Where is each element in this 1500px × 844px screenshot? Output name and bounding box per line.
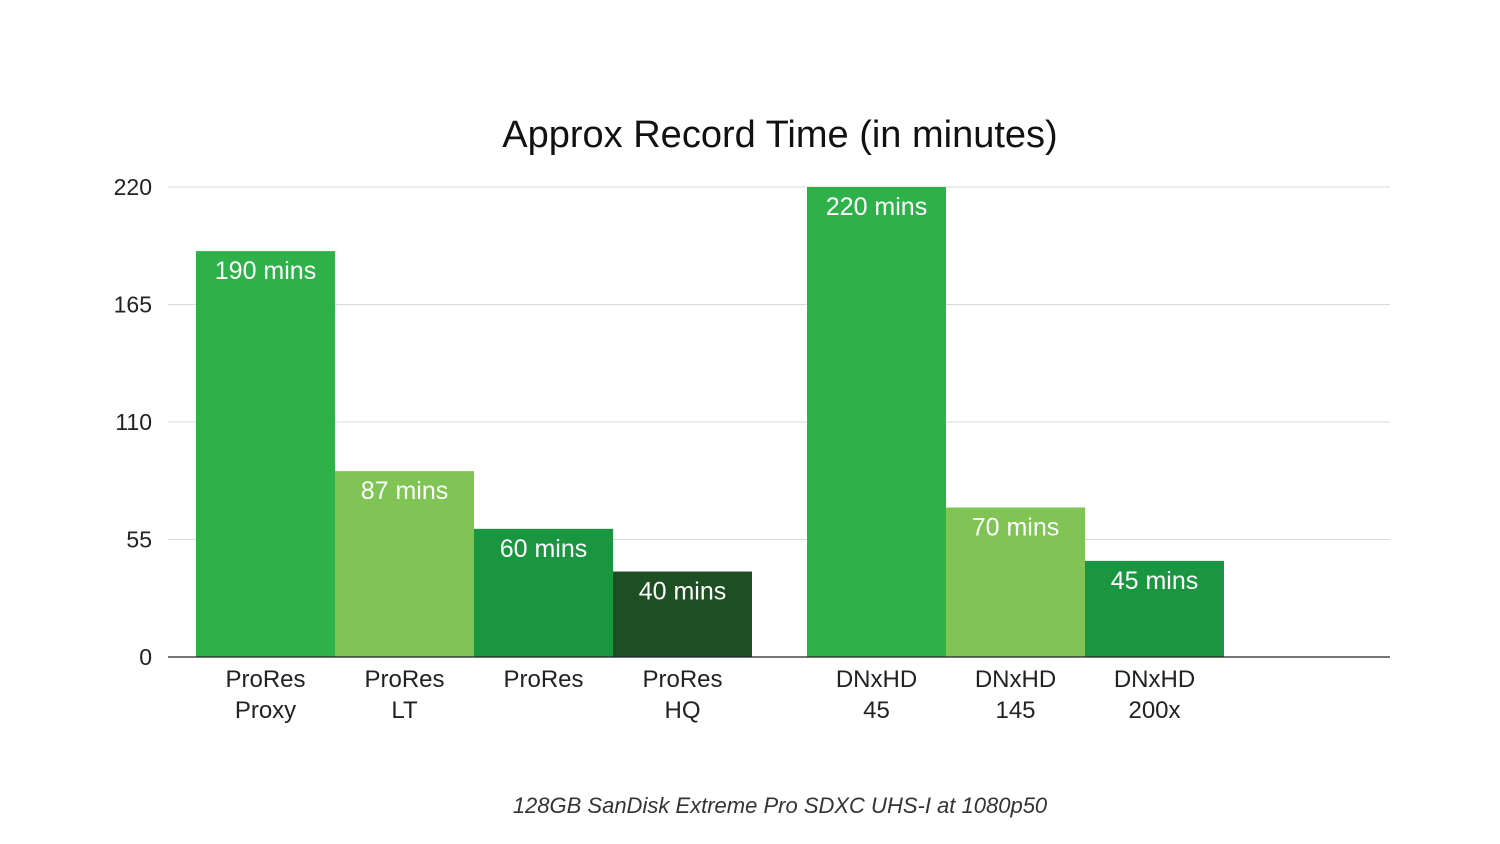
- bar: [474, 528, 613, 657]
- x-tick-label: ProRes: [364, 666, 444, 693]
- x-tick-label: 145: [995, 697, 1035, 724]
- x-tick-label: ProRes: [642, 666, 722, 693]
- x-tick-label: Proxy: [235, 697, 296, 724]
- data-label: 45 mins: [1111, 567, 1199, 595]
- x-tick-label: HQ: [665, 697, 701, 724]
- bar: [613, 571, 752, 657]
- x-tick-label: 200x: [1128, 697, 1180, 724]
- data-label: 87 mins: [361, 477, 449, 505]
- x-tick-label: DNxHD: [836, 666, 917, 693]
- x-tick-label: ProRes: [503, 666, 583, 693]
- y-tick-label: 110: [115, 409, 152, 435]
- bar: [946, 507, 1085, 657]
- x-tick-label: 45: [863, 697, 890, 724]
- bar: [335, 471, 474, 657]
- data-label: 70 mins: [972, 513, 1060, 541]
- y-tick-label: 220: [114, 174, 152, 200]
- bar: [1085, 560, 1224, 657]
- x-axis-ticks: ProRes Proxy ProRes LT ProRes ProRes HQ DNxHD 45…: [225, 666, 1195, 724]
- chart-caption: 128GB SanDisk Extreme Pro SDXC UHS-I at …: [512, 793, 1048, 818]
- y-axis-ticks: 0 55 110 165 220: [114, 174, 152, 670]
- data-label: 190 mins: [215, 257, 316, 285]
- x-tick-label: LT: [391, 697, 418, 724]
- data-label: 60 mins: [500, 535, 588, 563]
- grid-lines: [168, 186, 1390, 540]
- chart-title: Approx Record Time (in minutes): [502, 114, 1057, 156]
- x-tick-label: DNxHD: [1114, 666, 1195, 693]
- data-label: 40 mins: [639, 578, 727, 606]
- bars: [196, 187, 1224, 657]
- y-tick-label: 0: [139, 644, 152, 670]
- bar: [807, 187, 946, 657]
- data-labels: 190 mins 87 mins 60 mins 40 mins 220 mins 70 …: [215, 193, 1199, 606]
- x-tick-label: ProRes: [225, 666, 305, 693]
- x-tick-label: DNxHD: [975, 666, 1056, 693]
- y-tick-label: 55: [126, 527, 152, 553]
- y-tick-label: 165: [114, 292, 152, 318]
- bar: [196, 251, 335, 657]
- data-label: 220 mins: [826, 193, 927, 221]
